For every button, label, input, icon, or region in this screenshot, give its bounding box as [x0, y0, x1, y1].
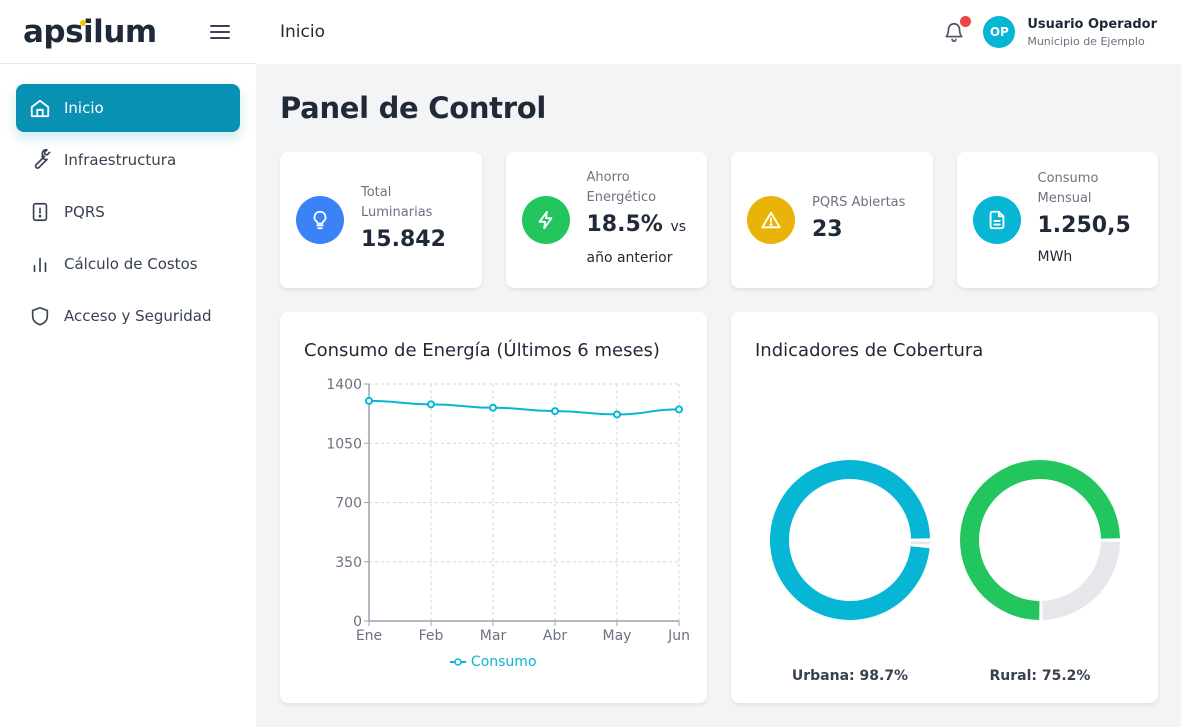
- svg-text:Feb: Feb: [419, 628, 444, 644]
- sidebar-item-label: Cálculo de Costos: [64, 255, 198, 273]
- charts-row: Consumo de Energía (Últimos 6 meses) 0 35…: [280, 312, 1158, 703]
- stat-label: Total Luminarias: [361, 185, 433, 220]
- bell-icon: [945, 23, 963, 42]
- coverage-title: Indicadores de Cobertura: [755, 340, 984, 361]
- svg-text:Ene: Ene: [356, 628, 382, 644]
- legend-line-icon: [450, 658, 467, 666]
- brand-bar: apsilum: [0, 0, 256, 64]
- wrench-icon: [29, 149, 51, 171]
- alert-file-icon: [29, 201, 51, 223]
- logo-text: apsilum: [23, 13, 157, 50]
- svg-text:Abr: Abr: [543, 628, 567, 644]
- urbana-label: Urbana: 98.7%: [791, 668, 909, 684]
- sidebar-item-calculo-costos[interactable]: Cálculo de Costos: [16, 240, 240, 288]
- header-page-title: Inicio: [280, 22, 325, 42]
- lightbulb-icon: [296, 196, 344, 244]
- sidebar-item-acceso-seguridad[interactable]: Acceso y Seguridad: [16, 292, 240, 340]
- stat-card-luminarias: Total Luminarias 15.842: [280, 152, 482, 288]
- logo-dot: [80, 19, 86, 26]
- svg-text:700: 700: [335, 496, 362, 512]
- sidebar-item-label: PQRS: [64, 203, 105, 221]
- stat-value: 18.5%: [586, 212, 663, 237]
- menu-toggle-icon[interactable]: [210, 24, 230, 39]
- sidebar-item-label: Infraestructura: [64, 151, 177, 169]
- energy-line-chart[interactable]: 0 350 700 1050 1400 Ene Feb Mar Abr May Jun: [280, 312, 707, 703]
- stat-label: Consumo Mensual: [1037, 171, 1099, 206]
- stat-value: 23: [812, 217, 843, 242]
- stat-value-wrap: 18.5% vs: [587, 208, 687, 244]
- sidebar-item-infraestructura[interactable]: Infraestructura: [16, 136, 240, 184]
- stat-label: Ahorro Energético: [586, 170, 657, 205]
- user-name: Usuario Operador: [1027, 16, 1157, 32]
- user-org: Municipio de Ejemplo: [1027, 34, 1145, 48]
- stat-label: PQRS Abiertas: [812, 195, 906, 210]
- svg-text:1400: 1400: [326, 377, 362, 393]
- logo[interactable]: apsilum: [23, 14, 157, 50]
- page-title: Panel de Control: [280, 91, 546, 125]
- svg-text:Jun: Jun: [667, 628, 690, 644]
- chart-legend[interactable]: Consumo: [280, 654, 707, 670]
- coverage-donut-charts[interactable]: [731, 312, 1158, 703]
- avatar[interactable]: OP: [983, 16, 1016, 48]
- lightning-icon: [521, 196, 570, 244]
- legend-label: Consumo: [470, 654, 537, 670]
- document-icon: [972, 196, 1021, 244]
- energy-chart-title: Consumo de Energía (Últimos 6 meses): [304, 340, 660, 361]
- sidebar: apsilum Inicio Infraestructura PQRS Cá: [0, 0, 256, 727]
- stat-suffix: vs: [670, 219, 687, 235]
- warning-icon: [747, 196, 795, 244]
- svg-text:1050: 1050: [326, 436, 362, 452]
- svg-text:Mar: Mar: [480, 628, 507, 644]
- stat-sub: MWh: [1037, 249, 1073, 265]
- stat-card-pqrs: PQRS Abiertas 23: [731, 152, 933, 288]
- top-bar: Inicio OP Usuario Operador Municipio de …: [256, 0, 1181, 64]
- svg-text:May: May: [603, 628, 632, 644]
- stat-sub: año anterior: [586, 250, 673, 266]
- main-content: Panel de Control Total Luminarias 15.842…: [256, 64, 1181, 727]
- stat-value: 1.250,5: [1037, 213, 1131, 238]
- coverage-card: Indicadores de Cobertura Urbana: 98.7% R…: [731, 312, 1158, 703]
- home-icon: [29, 97, 51, 119]
- sidebar-item-label: Acceso y Seguridad: [64, 307, 212, 325]
- svg-text:350: 350: [335, 555, 362, 571]
- stat-value: 15.842: [361, 227, 446, 252]
- sidebar-item-inicio[interactable]: Inicio: [16, 84, 240, 132]
- svg-text:0: 0: [353, 614, 362, 630]
- sidebar-item-label: Inicio: [64, 99, 104, 117]
- energy-chart-card: Consumo de Energía (Últimos 6 meses) 0 35…: [280, 312, 707, 703]
- sidebar-nav: Inicio Infraestructura PQRS Cálculo de C…: [0, 64, 256, 364]
- shield-icon: [29, 305, 51, 327]
- stats-row: Total Luminarias 15.842 Ahorro Energétic…: [280, 152, 1158, 288]
- bar-chart-icon: [29, 253, 51, 275]
- notifications-button[interactable]: [943, 16, 972, 43]
- user-info[interactable]: Usuario Operador Municipio de Ejemplo: [1027, 17, 1157, 48]
- stat-card-ahorro: Ahorro Energético 18.5% vs año anterior: [505, 152, 707, 288]
- notification-badge: [960, 16, 972, 27]
- sidebar-item-pqrs[interactable]: PQRS: [16, 188, 240, 236]
- rural-label: Rural: 75.2%: [989, 668, 1091, 684]
- stat-card-consumo: Consumo Mensual 1.250,5 MWh: [956, 152, 1158, 288]
- user-area: OP Usuario Operador Municipio de Ejemplo: [943, 16, 1157, 48]
